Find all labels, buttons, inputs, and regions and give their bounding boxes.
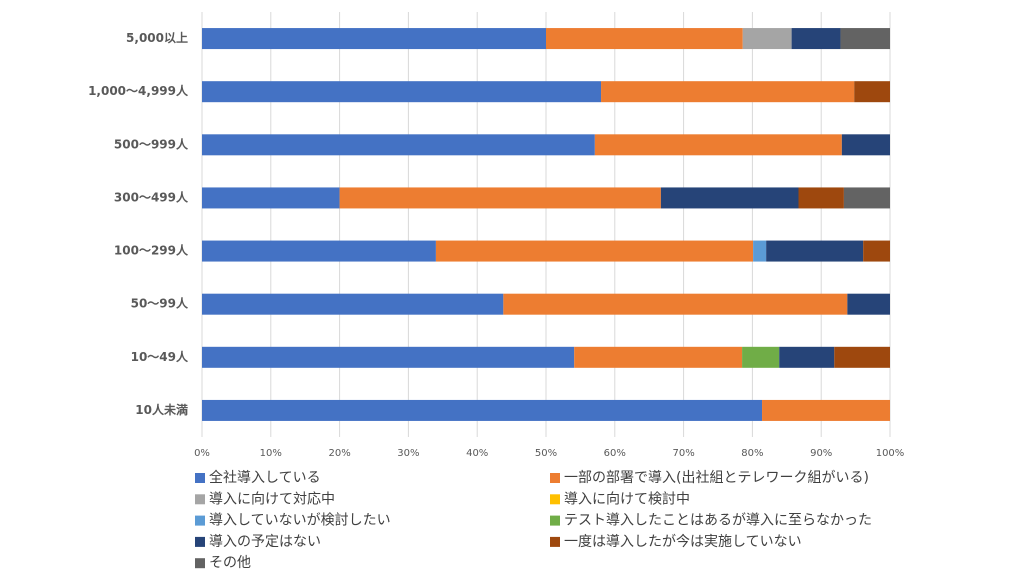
bar-segment (742, 28, 792, 50)
bar-segment (791, 28, 841, 50)
bar-segment (202, 293, 504, 315)
x-tick-label: 90% (810, 448, 832, 459)
legend-swatch (195, 515, 205, 526)
legend-swatch (195, 473, 205, 483)
x-tick-label: 40% (466, 448, 488, 459)
legend-label: テスト導入したことはあるが導入に至らなかった (564, 513, 872, 529)
legend-label: 一度は導入したが今は実施していない (564, 534, 802, 550)
bar-segment (546, 28, 743, 50)
bar-segment (601, 81, 855, 103)
legend-swatch (195, 536, 205, 547)
legend-swatch (550, 515, 560, 526)
bar-segment (798, 187, 844, 209)
bar-segment (863, 240, 890, 262)
x-tick-label: 20% (328, 448, 350, 459)
bar-segment (840, 28, 890, 50)
x-tick-label: 70% (672, 448, 694, 459)
legend-swatch (550, 494, 560, 505)
bar-segment (202, 187, 340, 209)
legend-label: 導入に向けて検討中 (564, 491, 690, 507)
bar-segment (202, 134, 595, 156)
legend-swatch (195, 558, 205, 569)
legend-label: 導入していないが検討したい (209, 513, 391, 529)
bar-segment (574, 346, 743, 368)
legend-swatch (550, 536, 560, 547)
bar-segment (742, 346, 780, 368)
legend-label: 一部の部署で導入(出社組とテレワーク組がいる) (564, 470, 869, 486)
bar-segment (339, 187, 661, 209)
legend-label: その他 (209, 555, 251, 571)
bar-segment (779, 346, 835, 368)
x-tick-label: 30% (397, 448, 419, 459)
y-tick-label: 500～999人 (114, 136, 189, 151)
y-tick-label: 1,000～4,999人 (88, 83, 189, 98)
x-tick-label: 50% (535, 448, 557, 459)
bar-segment (202, 240, 436, 262)
bar-segment (594, 134, 842, 156)
bar-segment (766, 240, 864, 262)
bar-segment (841, 134, 890, 156)
legend-swatch (195, 494, 205, 505)
y-tick-label: 10～49人 (131, 349, 189, 364)
x-tick-label: 0% (194, 448, 210, 459)
y-tick-label: 50～99人 (131, 296, 189, 311)
y-tick-label: 10人未満 (135, 402, 188, 417)
legend-label: 導入の予定はない (209, 534, 321, 550)
bar-segment (202, 399, 763, 421)
y-tick-label: 100～299人 (114, 243, 189, 258)
x-tick-label: 80% (741, 448, 763, 459)
bar-segment (660, 187, 799, 209)
bar-segment (435, 240, 754, 262)
bar-segment (202, 81, 602, 103)
bar-segment (202, 28, 546, 50)
bar-segment (202, 346, 575, 368)
legend-swatch (550, 473, 560, 483)
x-tick-label: 10% (260, 448, 282, 459)
y-tick-label: 300～499人 (114, 189, 189, 204)
bar-segment (854, 81, 890, 103)
bar-segment (762, 399, 890, 421)
x-tick-label: 100% (876, 448, 905, 459)
bar-segment (753, 240, 767, 262)
x-tick-label: 60% (604, 448, 626, 459)
bar-segment (834, 346, 890, 368)
legend-label: 全社導入している (209, 469, 321, 486)
bar-segment (503, 293, 848, 315)
y-tick-label: 5,000以上 (126, 30, 188, 45)
bar-segment (847, 293, 890, 315)
bar-segment (843, 187, 890, 209)
legend-label: 導入に向けて対応中 (209, 491, 335, 507)
